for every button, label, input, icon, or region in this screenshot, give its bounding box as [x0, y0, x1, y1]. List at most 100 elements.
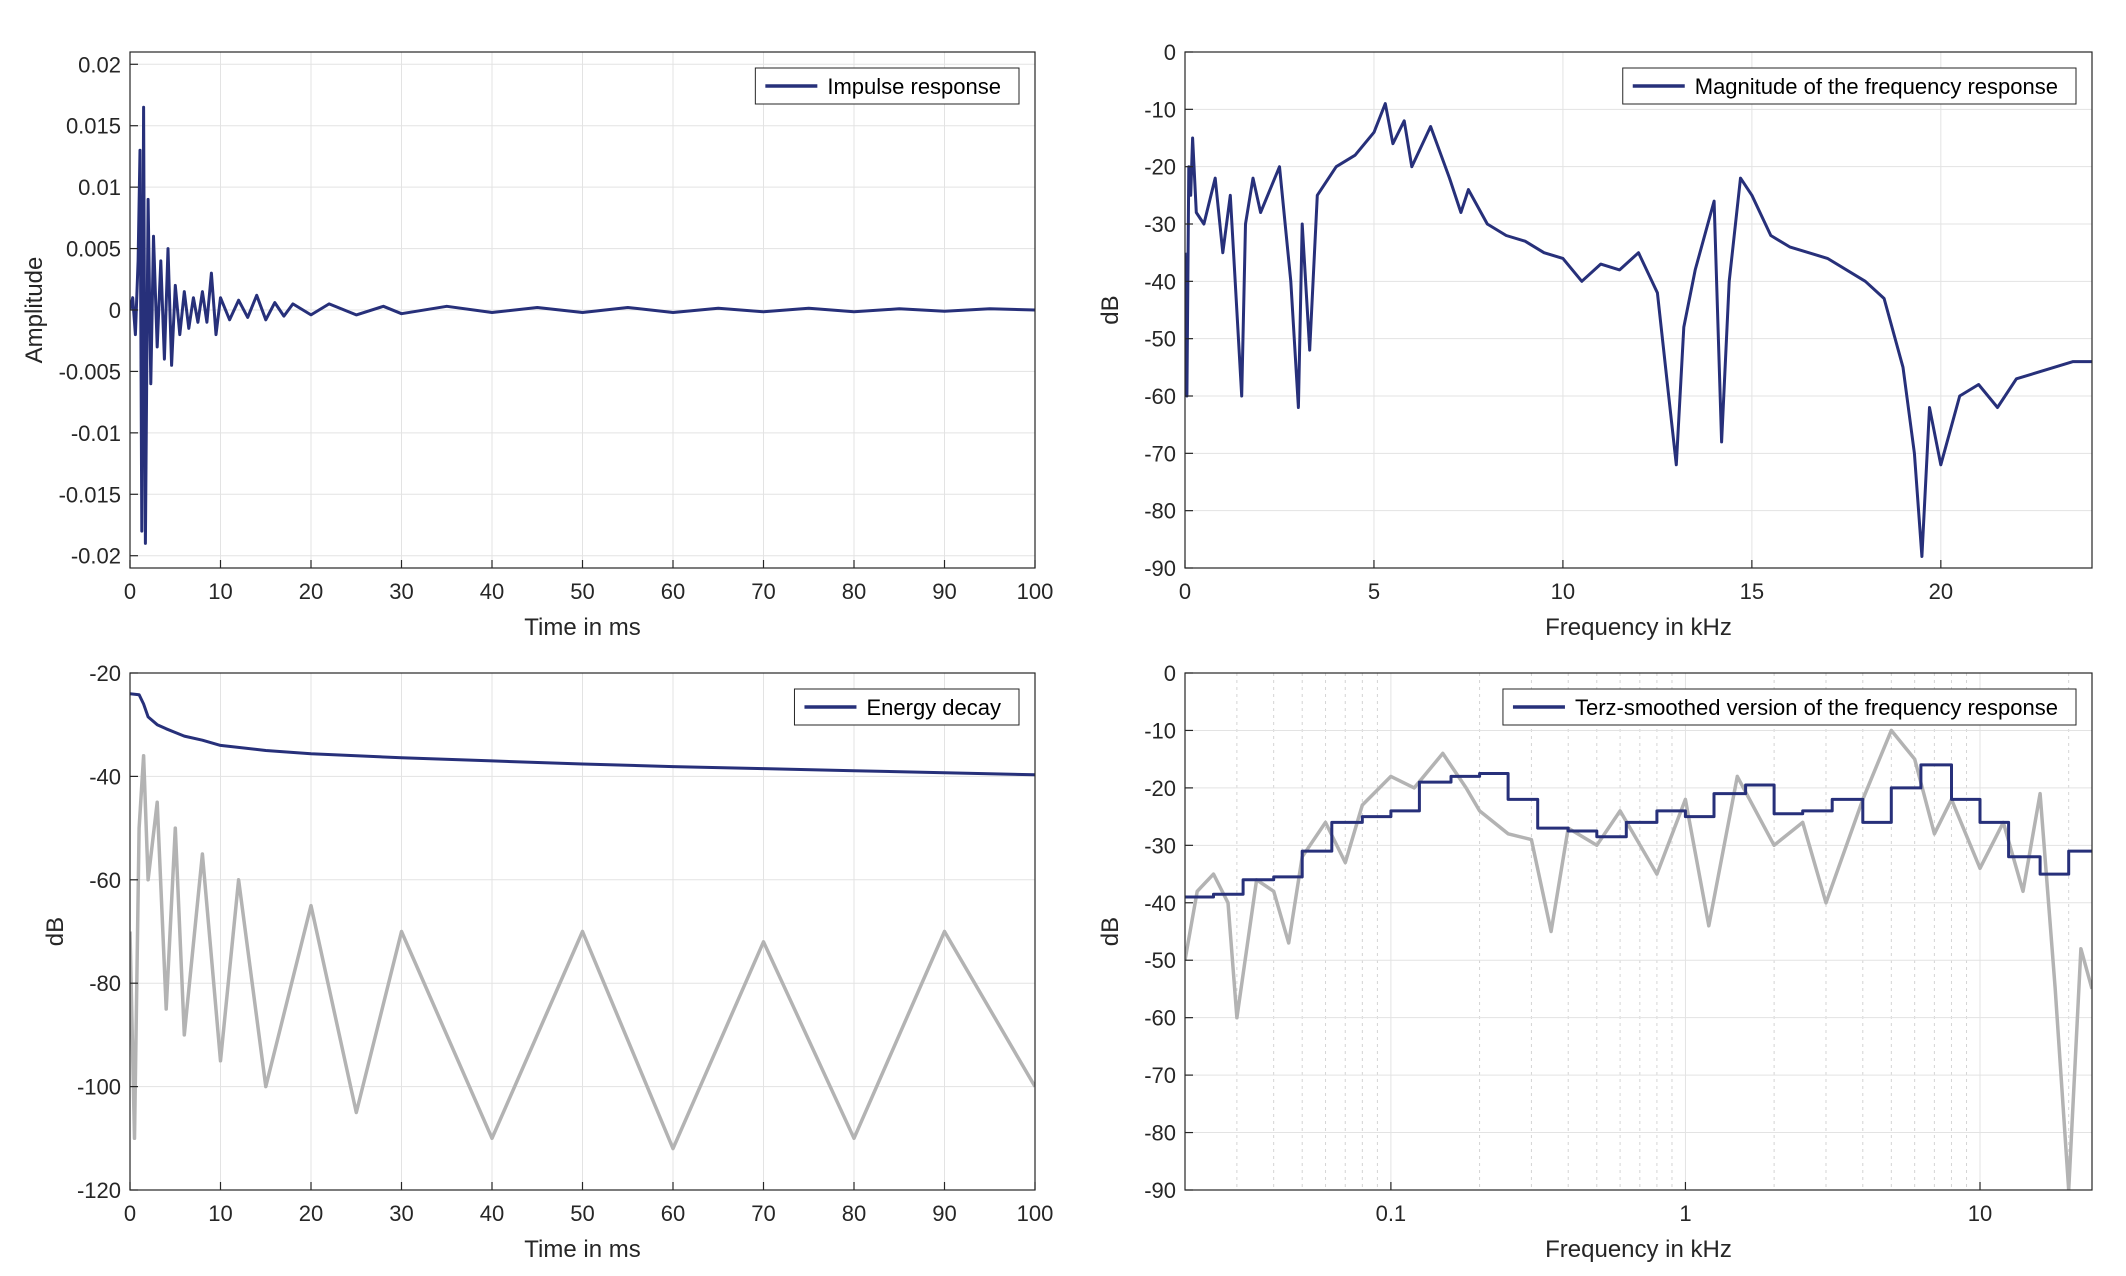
- magnitude-plot-area: [1185, 52, 2092, 568]
- energy-x-tick-label: 70: [751, 1201, 775, 1226]
- magnitude-y-tick-label: -90: [1144, 556, 1176, 581]
- terz-legend-box: [1502, 688, 2077, 726]
- impulse-response-panel: 0 10 20 30 40 50 60 70 80 90 100 0.02 0.015 0.01 0.005…: [21, 51, 1054, 641]
- terz-y-tick-label: -60: [1144, 1006, 1176, 1031]
- impulse-x-tick-label: 30: [389, 579, 413, 604]
- energy-x-tick-label: 10: [208, 1201, 232, 1226]
- impulse-y-tick-label: 0.01: [78, 175, 121, 200]
- terz-y-tick-label: -40: [1144, 891, 1176, 916]
- magnitude-series-group: [1185, 102, 2092, 558]
- magnitude-x-axis-label: Frequency in kHz: [1545, 614, 1732, 641]
- terz-y-tick-label: 0: [1164, 661, 1176, 686]
- frequency-magnitude-panel: 0 5 10 15 20 0 -10 -20 -30 -40 -50 -60 -70 -80 -90 Freq…: [1097, 40, 2093, 641]
- magnitude-x-tick-label: 20: [1929, 579, 1953, 604]
- impulse-primary-series-line: [130, 105, 1035, 545]
- energy-x-tick-label: 100: [1017, 1201, 1054, 1226]
- magnitude-x-tick-label: 15: [1740, 579, 1764, 604]
- energy-secondary-series-line: [130, 753, 1035, 1151]
- terz-secondary-series-line: [1185, 728, 2092, 1190]
- energy-x-tick-label: 60: [661, 1201, 685, 1226]
- terz-plot-area: [1185, 673, 2092, 1190]
- magnitude-legend: Magnitude of the frequency response: [1622, 67, 2077, 105]
- magnitude-y-tick-label: -40: [1144, 269, 1176, 294]
- magnitude-x-tick-label: 5: [1368, 579, 1380, 604]
- terz-y-tick-label: -80: [1144, 1121, 1176, 1146]
- energy-x-tick-label: 0: [124, 1201, 136, 1226]
- impulse-x-tick-label: 40: [480, 579, 504, 604]
- magnitude-y-tick-label: -70: [1144, 441, 1176, 466]
- energy-legend: Energy decay: [793, 688, 1020, 726]
- energy-legend-label: Energy decay: [866, 695, 1001, 720]
- energy-y-tick-label: -100: [77, 1075, 121, 1100]
- impulse-x-tick-label: 80: [842, 579, 866, 604]
- impulse-legend: Impulse response: [754, 67, 1020, 105]
- magnitude-x-tick-label: 0: [1179, 579, 1191, 604]
- magnitude-legend-box: [1622, 67, 2077, 105]
- terz-x-tick-label: 1: [1679, 1201, 1691, 1226]
- impulse-x-tick-label: 60: [661, 579, 685, 604]
- impulse-x-tick-label: 20: [299, 579, 323, 604]
- energy-x-tick-label: 90: [932, 1201, 956, 1226]
- impulse-y-tick-label: 0.015: [66, 114, 121, 139]
- impulse-x-tick-label: 10: [208, 579, 232, 604]
- energy-x-tick-label: 40: [480, 1201, 504, 1226]
- impulse-y-tick-label: 0: [109, 298, 121, 323]
- energy-y-tick-label: -20: [89, 661, 121, 686]
- impulse-x-tick-label: 0: [124, 579, 136, 604]
- impulse-y-tick-label: -0.01: [71, 421, 121, 446]
- terz-primary-series-line: [1185, 763, 2092, 899]
- magnitude-y-tick-label: -60: [1144, 384, 1176, 409]
- terz-legend: Terz-smoothed version of the frequency r…: [1502, 688, 2077, 726]
- magnitude-y-tick-label: -20: [1144, 155, 1176, 180]
- energy-y-tick-label: -60: [89, 868, 121, 893]
- energy-y-tick-label: -80: [89, 971, 121, 996]
- terz-series-group: [1185, 728, 2092, 1190]
- impulse-y-tick-label: 0.005: [66, 237, 121, 262]
- energy-x-tick-label: 50: [570, 1201, 594, 1226]
- energy-x-tick-label: 80: [842, 1201, 866, 1226]
- impulse-legend-label: Impulse response: [827, 74, 1001, 99]
- magnitude-y-tick-label: -50: [1144, 327, 1176, 352]
- magnitude-y-axis-label: dB: [1097, 295, 1124, 324]
- magnitude-y-tick-label: -10: [1144, 97, 1176, 122]
- impulse-y-tick-label: -0.005: [59, 359, 121, 384]
- magnitude-axes-box: [1184, 51, 2093, 569]
- terz-y-tick-label: -90: [1144, 1178, 1176, 1203]
- magnitude-y-tick-label: -80: [1144, 499, 1176, 524]
- energy-x-tick-label: 30: [389, 1201, 413, 1226]
- impulse-x-tick-label: 70: [751, 579, 775, 604]
- terz-x-tick-label: 10: [1968, 1201, 1992, 1226]
- terz-y-tick-label: -10: [1144, 718, 1176, 743]
- energy-x-tick-label: 20: [299, 1201, 323, 1226]
- impulse-y-tick-label: 0.02: [78, 52, 121, 77]
- terz-x-tick-label: 0.1: [1376, 1201, 1407, 1226]
- impulse-y-tick-label: -0.015: [59, 482, 121, 507]
- impulse-y-tick-label: -0.02: [71, 544, 121, 569]
- impulse-series-group: [130, 105, 1035, 545]
- terz-y-tick-label: -70: [1144, 1063, 1176, 1088]
- terz-x-axis-label: Frequency in kHz: [1545, 1236, 1732, 1263]
- magnitude-y-tick-label: -30: [1144, 212, 1176, 237]
- magnitude-primary-series-line: [1185, 102, 2092, 558]
- impulse-x-tick-label: 100: [1017, 579, 1054, 604]
- energy-y-tick-label: -40: [89, 764, 121, 789]
- magnitude-x-tick-label: 10: [1551, 579, 1575, 604]
- terz-axes-box: [1184, 672, 2093, 1191]
- energy-y-axis-label: dB: [42, 917, 69, 946]
- terz-y-tick-label: -30: [1144, 833, 1176, 858]
- energy-decay-panel: 0 10 20 30 40 50 60 70 80 90 100 -20 -40 -60 -80 -100 -1…: [42, 661, 1053, 1263]
- terz-y-tick-label: -20: [1144, 776, 1176, 801]
- impulse-y-axis-label: Amplitude: [21, 257, 48, 364]
- energy-series-group: [130, 692, 1035, 1151]
- terz-smoothed-panel: 0.1 1 10 0 -10 -20 -30 -40 -50 -60 -70 -80 -90 Freque…: [1097, 661, 2093, 1263]
- energy-x-axis-label: Time in ms: [524, 1236, 640, 1263]
- impulse-x-tick-label: 90: [932, 579, 956, 604]
- energy-y-tick-label: -120: [77, 1178, 121, 1203]
- terz-legend-label: Terz-smoothed version of the frequency r…: [1575, 695, 2058, 720]
- impulse-x-tick-label: 50: [570, 579, 594, 604]
- magnitude-legend-label: Magnitude of the frequency response: [1695, 74, 2058, 99]
- energy-primary-series-line: [130, 692, 1035, 777]
- terz-y-axis-label: dB: [1097, 917, 1124, 946]
- terz-y-tick-label: -50: [1144, 948, 1176, 973]
